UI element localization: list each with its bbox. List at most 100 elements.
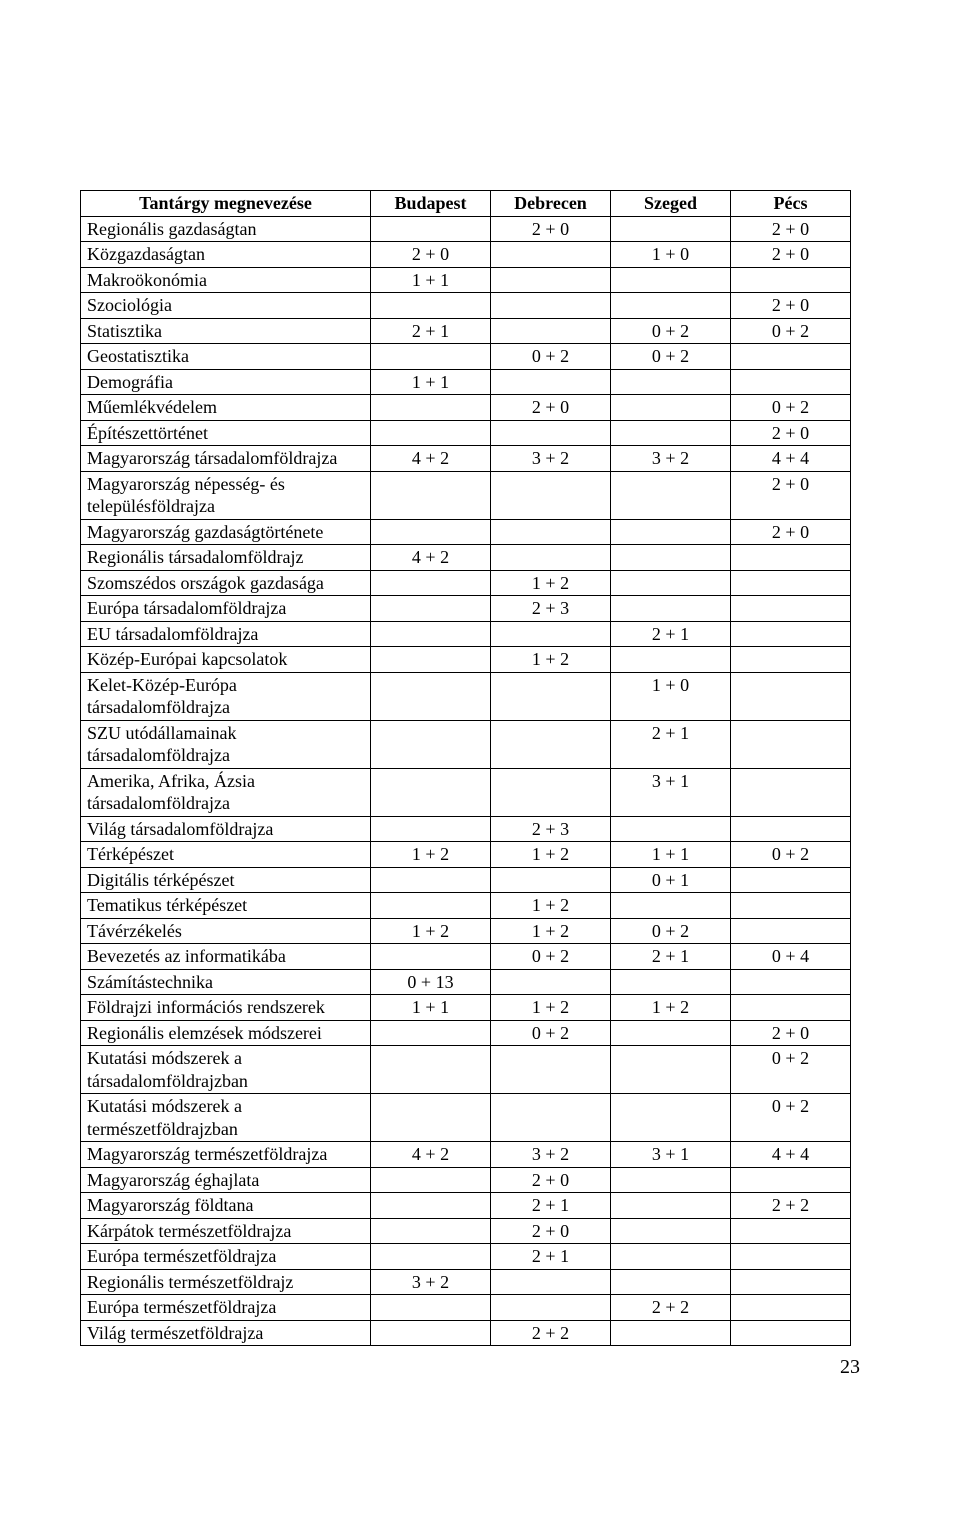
table-row: Regionális természetföldrajz3 + 2 [81, 1269, 851, 1295]
cell-value: 1 + 0 [611, 672, 731, 720]
cell-value: 1 + 2 [491, 918, 611, 944]
table-row: Geostatisztika0 + 20 + 2 [81, 344, 851, 370]
page-container: Tantárgy megnevezése Budapest Debrecen S… [0, 0, 960, 1346]
cell-value: 2 + 0 [731, 242, 851, 268]
cell-value: 2 + 0 [731, 471, 851, 519]
cell-value [611, 1320, 731, 1346]
cell-value [731, 1320, 851, 1346]
table-row: Demográfia1 + 1 [81, 369, 851, 395]
cell-subject: Számítástechnika [81, 969, 371, 995]
cell-value [611, 893, 731, 919]
cell-value: 0 + 13 [371, 969, 491, 995]
table-row: Regionális gazdaságtan2 + 02 + 0 [81, 216, 851, 242]
cell-value [611, 293, 731, 319]
cell-value [371, 1193, 491, 1219]
cell-value [371, 596, 491, 622]
cell-value: 2 + 1 [371, 318, 491, 344]
cell-value: 2 + 0 [491, 1167, 611, 1193]
cell-subject: Regionális elemzések módszerei [81, 1020, 371, 1046]
cell-value: 0 + 1 [611, 867, 731, 893]
cell-value [731, 344, 851, 370]
page-number: 23 [840, 1356, 860, 1379]
cell-value: 3 + 1 [611, 768, 731, 816]
cell-value [371, 672, 491, 720]
cell-value [611, 1046, 731, 1094]
cell-subject: Magyarország természetföldrajza [81, 1142, 371, 1168]
cell-value: 1 + 2 [491, 995, 611, 1021]
cell-value: 2 + 0 [491, 216, 611, 242]
table-row: Számítástechnika0 + 13 [81, 969, 851, 995]
cell-value [371, 570, 491, 596]
cell-value [611, 570, 731, 596]
cell-value [491, 1094, 611, 1142]
cell-value [611, 471, 731, 519]
table-row: Építészettörténet2 + 0 [81, 420, 851, 446]
cell-value [731, 893, 851, 919]
cell-value: 0 + 2 [611, 344, 731, 370]
cell-value [731, 1218, 851, 1244]
cell-value: 0 + 2 [611, 918, 731, 944]
cell-subject: Magyarország éghajlata [81, 1167, 371, 1193]
table-row: Kelet-Közép-Európa társadalomföldrajza 1 … [81, 672, 851, 720]
cell-value: 0 + 2 [491, 1020, 611, 1046]
cell-value: 1 + 1 [371, 369, 491, 395]
table-row: Közép-Európai kapcsolatok1 + 2 [81, 647, 851, 673]
cell-value [491, 420, 611, 446]
cell-value [491, 519, 611, 545]
cell-subject: Szociológia [81, 293, 371, 319]
table-row: Európa társadalomföldrajza2 + 3 [81, 596, 851, 622]
cell-value [491, 621, 611, 647]
cell-value: 3 + 2 [491, 446, 611, 472]
cell-value [731, 768, 851, 816]
cell-value: 0 + 4 [731, 944, 851, 970]
cell-subject: Világ természetföldrajza [81, 1320, 371, 1346]
cell-value [371, 1167, 491, 1193]
cell-subject: Kárpátok természetföldrajza [81, 1218, 371, 1244]
table-row: Statisztika2 + 10 + 20 + 2 [81, 318, 851, 344]
table-row: Digitális térképészet0 + 1 [81, 867, 851, 893]
cell-subject: Földrajzi információs rendszerek [81, 995, 371, 1021]
cell-value [731, 867, 851, 893]
cell-subject: Magyarország földtana [81, 1193, 371, 1219]
table-row: Távérzékelés1 + 21 + 20 + 2 [81, 918, 851, 944]
cell-value [371, 420, 491, 446]
cell-value [371, 720, 491, 768]
cell-value [731, 918, 851, 944]
cell-value [371, 395, 491, 421]
cell-subject: Világ társadalomföldrajza [81, 816, 371, 842]
cell-value [731, 647, 851, 673]
cell-value: 1 + 2 [371, 842, 491, 868]
table-row: Magyarország népesség- és településföldr… [81, 471, 851, 519]
cell-value [371, 1046, 491, 1094]
cell-value [731, 267, 851, 293]
cell-subject: Európa természetföldrajza [81, 1295, 371, 1321]
col-header-budapest: Budapest [371, 191, 491, 217]
table-row: Szociológia2 + 0 [81, 293, 851, 319]
cell-value: 1 + 0 [611, 242, 731, 268]
cell-subject: Magyarország társadalomföldrajza [81, 446, 371, 472]
table-row: Magyarország éghajlata 2 + 0 [81, 1167, 851, 1193]
cell-value [371, 519, 491, 545]
col-header-szeged: Szeged [611, 191, 731, 217]
table-row: Tematikus térképészet1 + 2 [81, 893, 851, 919]
cell-value [371, 867, 491, 893]
cell-value: 2 + 2 [731, 1193, 851, 1219]
cell-subject: Európa társadalomföldrajza [81, 596, 371, 622]
cell-value [491, 1046, 611, 1094]
cell-value: 2 + 1 [491, 1244, 611, 1270]
cell-subject: Kelet-Közép-Európa társadalomföldrajza [81, 672, 371, 720]
cell-value [371, 893, 491, 919]
cell-value: 1 + 1 [611, 842, 731, 868]
cell-subject: Regionális társadalomföldrajz [81, 545, 371, 571]
cell-value [731, 816, 851, 842]
cell-value [611, 267, 731, 293]
cell-value [491, 267, 611, 293]
cell-value [491, 545, 611, 571]
cell-subject: Építészettörténet [81, 420, 371, 446]
table-row: Kutatási módszerek a társadalomföldrajzb… [81, 1046, 851, 1094]
cell-value [611, 420, 731, 446]
cell-value [611, 369, 731, 395]
cell-value: 2 + 0 [731, 216, 851, 242]
cell-subject: Regionális természetföldrajz [81, 1269, 371, 1295]
cell-value: 4 + 2 [371, 1142, 491, 1168]
